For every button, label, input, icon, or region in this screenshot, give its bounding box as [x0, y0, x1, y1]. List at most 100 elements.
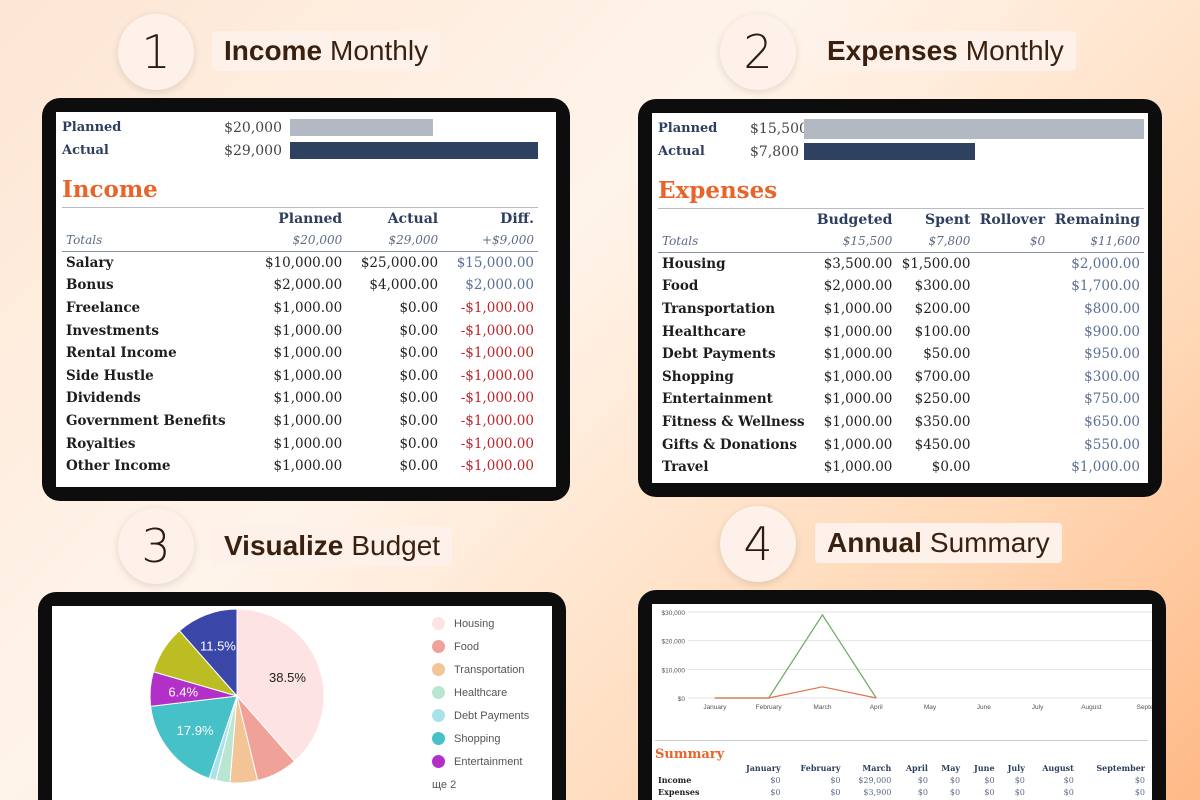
income-row-diff: $2,000.00	[465, 277, 534, 294]
income-row: Other Income $1,000.00 $0.00 -$1,000.00	[62, 455, 538, 478]
y-tick-label: $30,000	[662, 610, 686, 617]
step-3-title: Visualize Budget	[212, 526, 453, 566]
expenses-totals-spent: $7,800	[896, 230, 975, 254]
legend-swatch	[432, 617, 445, 630]
legend-item[interactable]: Transportation	[432, 658, 529, 681]
legend-item[interactable]: Housing	[432, 612, 529, 635]
expenses-row-name: Shopping	[662, 368, 734, 385]
pie-chart: 38.5% 17.9% 6.4% 11.5%	[149, 608, 325, 784]
income-row-planned: $1,000.00	[273, 322, 343, 339]
income-header-diff: Diff.	[442, 207, 538, 229]
summary-cell: $0	[1134, 775, 1145, 785]
income-row: Bonus $2,000.00 $4,000.00 $2,000.00	[62, 274, 538, 297]
expenses-row-remaining: $550.00	[1084, 436, 1140, 453]
x-tick-label: June	[977, 704, 991, 711]
income-row-name: Investments	[66, 322, 159, 339]
expenses-row-spent: $50.00	[923, 346, 971, 363]
expenses-row-name: Debt Payments	[662, 346, 776, 363]
income-row-name: Side Hustle	[66, 367, 154, 384]
expenses-row-remaining: $1,700.00	[1071, 278, 1140, 295]
expenses-table-header: Budgeted Spent Rollover Remaining	[658, 208, 1144, 230]
income-row-diff: -$1,000.00	[460, 300, 534, 317]
income-row-actual: $0.00	[399, 345, 439, 362]
income-row-name: Rental Income	[66, 345, 177, 362]
income-row: Freelance $1,000.00 $0.00 -$1,000.00	[62, 297, 538, 320]
step-2-title-bold: Expenses	[827, 35, 958, 66]
income-tablet: Planned $20,000 Actual $29,000 Income Pl…	[42, 98, 570, 501]
pie-slice-label: 17.9%	[177, 723, 214, 738]
legend-swatch	[432, 709, 445, 722]
legend-swatch	[432, 686, 445, 699]
legend-swatch	[432, 755, 445, 768]
step-2-title-rest: Monthly	[965, 35, 1064, 66]
income-row-planned: $2,000.00	[273, 277, 343, 294]
summary-cell: $3,900	[863, 787, 892, 797]
income-totals-row: Totals $20,000 $29,000 +$9,000	[62, 229, 538, 253]
legend-item[interactable]: Entertainment	[432, 750, 529, 773]
legend-item[interactable]: Shopping	[432, 727, 529, 750]
expenses-row-rollover	[974, 456, 1049, 479]
expenses-row-rollover	[974, 411, 1049, 434]
summary-header-month: April	[905, 763, 928, 773]
legend-swatch	[432, 640, 445, 653]
expenses-row-rollover	[974, 343, 1049, 366]
expenses-row-spent: $0.00	[931, 459, 971, 476]
expenses-row: Housing $3,500.00 $1,500.00 $2,000.00	[658, 253, 1144, 276]
income-row-planned: $1,000.00	[273, 435, 343, 452]
expenses-row-rollover	[974, 253, 1049, 276]
legend-item[interactable]: Healthcare	[432, 681, 529, 704]
expenses-row-rollover	[974, 320, 1049, 343]
expenses-screen: Planned $15,500 Actual $7,800 Expenses B…	[652, 113, 1148, 483]
summary-cell: $0	[984, 775, 995, 785]
expenses-row-budgeted: $2,000.00	[823, 278, 893, 295]
pie-slice[interactable]	[236, 608, 325, 762]
income-row-name: Dividends	[66, 390, 141, 407]
expenses-row-budgeted: $1,000.00	[823, 414, 893, 431]
annual-tablet: $30,000 $20,000 $10,000 $0 January February Ma…	[638, 590, 1166, 800]
legend-more[interactable]: ще 2	[432, 778, 457, 791]
expenses-actual-value: $7,800	[750, 143, 799, 160]
expenses-row-budgeted: $1,000.00	[823, 436, 893, 453]
y-tick-label: $10,000	[662, 667, 686, 674]
summary-table: January February March April May June July Augu…	[655, 762, 1148, 800]
summary-cell: $0	[770, 775, 781, 785]
expenses-row-name: Transportation	[662, 301, 776, 318]
legend-item[interactable]: Debt Payments	[432, 704, 529, 727]
income-row-actual: $0.00	[399, 322, 439, 339]
income-row-planned: $1,000.00	[273, 367, 343, 384]
income-row-diff: $15,000.00	[456, 255, 534, 272]
legend-item[interactable]: Food	[432, 635, 529, 658]
summary-header-month: February	[800, 763, 841, 773]
summary-cell: $0	[917, 775, 928, 785]
income-row-name: Freelance	[66, 300, 141, 317]
pie-slice[interactable]	[150, 695, 238, 780]
income-row-name: Government Benefits	[66, 413, 226, 430]
expenses-row: Gifts & Donations $1,000.00 $450.00 $550.00	[658, 433, 1144, 456]
income-row: Dividends $1,000.00 $0.00 -$1,000.00	[62, 387, 538, 410]
income-row-actual: $0.00	[399, 413, 439, 430]
step-2-number: 2	[720, 14, 796, 90]
income-planned-value: $20,000	[224, 119, 282, 136]
pie-slice[interactable]	[178, 608, 238, 698]
income-row-name: Bonus	[66, 277, 114, 294]
expenses-row-name: Housing	[662, 256, 726, 273]
income-actual-label: Actual	[62, 143, 109, 158]
expenses-row-name: Gifts & Donations	[662, 436, 797, 453]
x-tick-label: January	[703, 704, 727, 711]
expenses-row: Shopping $1,000.00 $700.00 $300.00	[658, 366, 1144, 389]
y-tick-label: $0	[678, 696, 686, 703]
summary-cell: $0	[830, 775, 841, 785]
summary-header-month: January	[745, 763, 781, 773]
legend-label: Housing	[454, 617, 495, 630]
income-totals-label: Totals	[62, 229, 251, 253]
summary-header-month: March	[862, 763, 892, 773]
step-4-title-rest: Summary	[929, 527, 1050, 558]
pie-slice-label: 38.5%	[269, 670, 306, 685]
step-1-title-rest: Monthly	[330, 35, 429, 66]
expenses-totals-budgeted: $15,500	[811, 230, 897, 254]
expenses-row: Debt Payments $1,000.00 $50.00 $950.00	[658, 343, 1144, 366]
expenses-row: Food $2,000.00 $300.00 $1,700.00	[658, 275, 1144, 298]
expenses-totals-rollover: $0	[974, 230, 1050, 254]
income-row-planned: $1,000.00	[273, 345, 343, 362]
income-row-planned: $1,000.00	[273, 390, 343, 407]
